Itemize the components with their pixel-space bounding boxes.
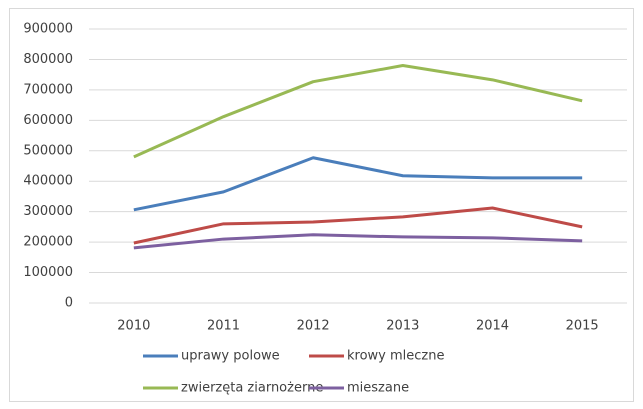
legend-label: zwierzęta ziarnożerne	[181, 381, 323, 396]
y-tick-label: 100000	[23, 265, 73, 280]
y-tick-label: 400000	[23, 174, 73, 189]
legend-label: uprawy polowe	[181, 349, 280, 364]
y-tick-label: 800000	[23, 52, 73, 67]
x-tick-label: 2014	[476, 319, 509, 334]
y-tick-label: 700000	[23, 82, 73, 97]
x-tick-label: 2013	[386, 319, 419, 334]
legend-label: krowy mleczne	[347, 349, 444, 364]
x-tick-label: 2011	[207, 319, 240, 334]
x-tick-label: 2015	[566, 319, 599, 334]
series-line	[133, 64, 583, 159]
y-tick-label: 0	[65, 296, 73, 311]
y-tick-label: 200000	[23, 235, 73, 250]
y-tick-label: 300000	[23, 204, 73, 219]
y-tick-label: 900000	[23, 22, 73, 37]
x-tick-label: 2010	[117, 319, 150, 334]
chart-frame	[9, 8, 634, 402]
series-line	[133, 233, 583, 250]
series-line	[133, 156, 583, 212]
y-tick-label: 600000	[23, 113, 73, 128]
legend-label: mieszane	[347, 381, 409, 396]
x-tick-label: 2012	[297, 319, 330, 334]
series-line	[133, 206, 583, 245]
y-tick-label: 500000	[23, 143, 73, 158]
